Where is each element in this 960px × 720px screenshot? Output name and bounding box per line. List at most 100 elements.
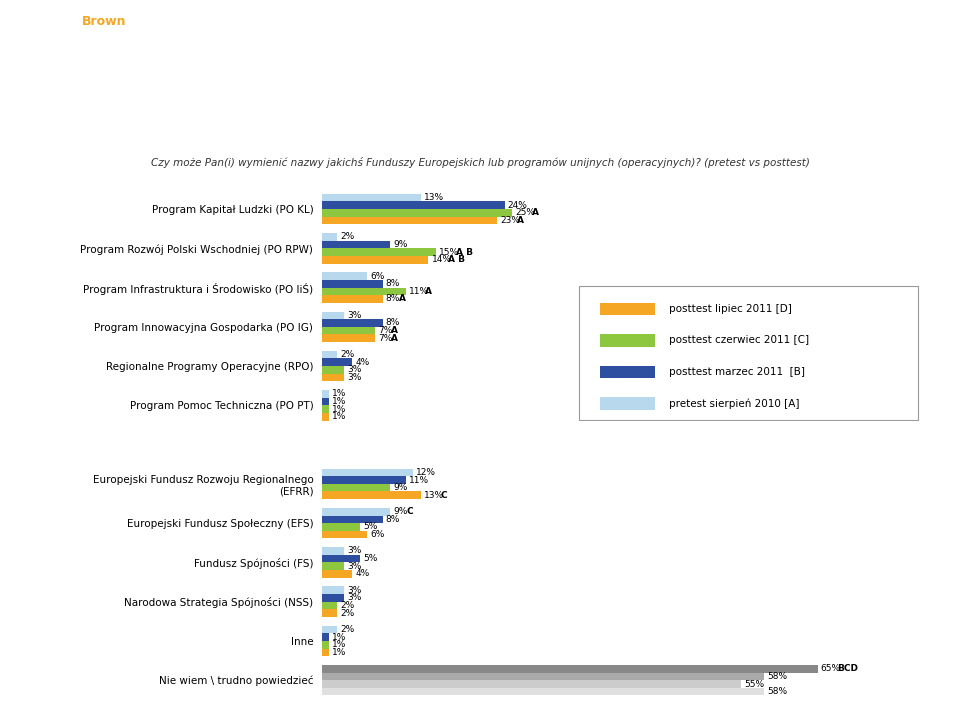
Text: A B: A B xyxy=(456,248,472,256)
Text: 8%: 8% xyxy=(386,318,400,328)
Text: 11%: 11% xyxy=(409,475,429,485)
Text: BCD: BCD xyxy=(837,665,858,673)
Text: 58%: 58% xyxy=(767,672,787,681)
Text: A B: A B xyxy=(448,255,465,264)
Bar xyxy=(322,484,391,492)
Text: 6%: 6% xyxy=(371,530,385,539)
Bar xyxy=(600,366,656,378)
Bar xyxy=(322,641,329,649)
Text: 5%: 5% xyxy=(363,554,377,563)
Text: posttest lipiec 2011 [D]: posttest lipiec 2011 [D] xyxy=(669,304,792,314)
Text: 1%: 1% xyxy=(332,640,347,649)
Bar xyxy=(322,476,405,484)
Text: 12%: 12% xyxy=(417,468,436,477)
Text: A: A xyxy=(532,208,539,217)
Text: 1%: 1% xyxy=(332,397,347,406)
Bar xyxy=(322,312,345,319)
Text: 3%: 3% xyxy=(348,373,362,382)
Text: 3%: 3% xyxy=(348,365,362,374)
Bar xyxy=(322,327,375,334)
Bar xyxy=(322,351,337,359)
Text: 11%: 11% xyxy=(409,287,429,296)
Text: 6%: 6% xyxy=(371,271,385,281)
Text: 1%: 1% xyxy=(332,405,347,414)
Text: A: A xyxy=(398,294,406,303)
Bar xyxy=(322,547,345,555)
Text: A: A xyxy=(391,334,398,343)
Text: 4%: 4% xyxy=(355,358,370,366)
Bar xyxy=(322,649,329,656)
Bar xyxy=(600,334,656,346)
Bar xyxy=(322,295,383,303)
Text: pretest sierpień 2010 [A]: pretest sierpień 2010 [A] xyxy=(669,398,800,409)
Text: 3%: 3% xyxy=(348,593,362,603)
Bar xyxy=(322,672,764,680)
Text: 58%: 58% xyxy=(767,687,787,696)
Text: 3%: 3% xyxy=(348,586,362,595)
Text: C: C xyxy=(441,491,447,500)
Text: 13%: 13% xyxy=(424,491,444,500)
Text: C: C xyxy=(406,507,413,516)
Bar xyxy=(322,374,345,382)
Text: 9%: 9% xyxy=(394,483,408,492)
Text: 8%: 8% xyxy=(386,515,400,524)
Text: posttest marzec 2011  [B]: posttest marzec 2011 [B] xyxy=(669,367,805,377)
Text: 3%: 3% xyxy=(348,562,362,571)
Text: A: A xyxy=(391,326,398,335)
Bar xyxy=(322,688,764,696)
Text: 1%: 1% xyxy=(332,633,347,642)
Bar xyxy=(322,680,741,688)
Bar xyxy=(322,570,352,577)
Bar xyxy=(322,287,405,295)
Bar xyxy=(322,248,436,256)
Text: SMG: SMG xyxy=(21,50,49,60)
Bar xyxy=(600,303,656,315)
Text: 1%: 1% xyxy=(332,648,347,657)
Text: 1%: 1% xyxy=(332,390,347,398)
Bar xyxy=(322,626,337,634)
Bar xyxy=(600,397,656,410)
FancyBboxPatch shape xyxy=(580,286,918,420)
Text: Znajomość spontaniczna nazw Funduszy Europejskich / programów unijnych: Znajomość spontaniczna nazw Funduszy Eur… xyxy=(61,91,899,111)
Text: 2%: 2% xyxy=(340,350,354,359)
Text: 7%: 7% xyxy=(378,334,393,343)
Bar xyxy=(322,366,345,374)
Text: 2%: 2% xyxy=(340,233,354,241)
Text: 2%: 2% xyxy=(340,608,354,618)
Bar xyxy=(322,469,413,476)
Bar xyxy=(322,202,505,209)
Bar xyxy=(322,397,329,405)
Bar xyxy=(322,602,337,609)
Text: /KRC: /KRC xyxy=(48,50,77,60)
Bar xyxy=(322,516,383,523)
Bar xyxy=(322,609,337,617)
Text: 4%: 4% xyxy=(355,570,370,578)
Bar xyxy=(322,256,428,264)
Bar xyxy=(322,555,360,562)
Text: 1%: 1% xyxy=(332,413,347,421)
Bar xyxy=(322,334,375,342)
Bar xyxy=(322,390,329,397)
Bar xyxy=(322,492,420,499)
Bar xyxy=(322,508,391,516)
Text: 3%: 3% xyxy=(348,546,362,555)
Bar xyxy=(322,280,383,287)
Text: 9%: 9% xyxy=(394,507,408,516)
Text: 2%: 2% xyxy=(340,625,354,634)
Bar xyxy=(322,586,345,594)
Text: 14%: 14% xyxy=(431,255,451,264)
Bar xyxy=(322,634,329,641)
Text: A: A xyxy=(425,287,432,296)
Text: 24%: 24% xyxy=(508,201,528,210)
Text: 25%: 25% xyxy=(516,208,536,217)
Bar xyxy=(322,531,368,539)
Text: 3%: 3% xyxy=(348,311,362,320)
Text: 13%: 13% xyxy=(424,193,444,202)
Bar xyxy=(322,594,345,602)
Bar xyxy=(322,233,337,240)
Text: (operacyjnych) – cała Polska: (operacyjnych) – cała Polska xyxy=(324,122,636,141)
Text: 8%: 8% xyxy=(386,279,400,288)
Bar xyxy=(322,359,352,366)
Text: 7%: 7% xyxy=(378,326,393,335)
Text: 23%: 23% xyxy=(500,216,520,225)
